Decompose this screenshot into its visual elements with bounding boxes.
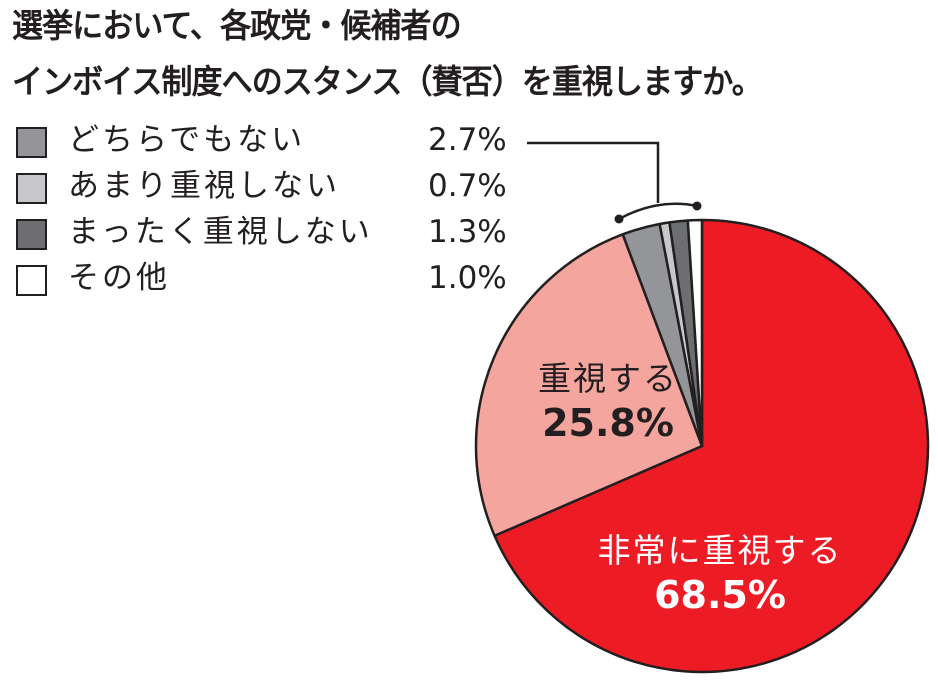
pie-label-name: 重視する [538, 359, 678, 398]
pie-label-very-important: 非常に重視する 68.5% [560, 530, 880, 618]
bracket-arc [618, 202, 698, 221]
pie-label-value: 68.5% [654, 573, 786, 617]
legend-item-other: その他 1.0% [16, 260, 507, 298]
pie-label-value: 25.8% [542, 401, 674, 445]
bracket-dot-right [692, 201, 702, 211]
leader-line [527, 141, 660, 203]
legend-item-not-at-all: まったく重視しない 1.3% [16, 214, 507, 252]
legend-value: 1.0% [428, 260, 507, 296]
pie-slice [493, 218, 930, 674]
bracket-dot-left [614, 214, 624, 224]
legend-value: 0.7% [428, 168, 507, 204]
legend-item-neither: どちらでもない 2.7% [16, 122, 507, 160]
legend-swatch [16, 126, 47, 158]
pie-label-important: 重視する 25.8% [490, 358, 726, 446]
title-line-2: インボイス制度へのスタンス（賛否）を重視しますか。 [12, 62, 763, 101]
pie-label-name: 非常に重視する [597, 531, 843, 570]
legend-swatch [16, 218, 47, 250]
legend-swatch [16, 172, 47, 204]
legend-label: あまり重視しない [68, 168, 340, 204]
legend-label: どちらでもない [68, 122, 306, 158]
legend-value: 2.7% [428, 122, 507, 158]
pie-slices [474, 218, 930, 674]
title-line-1: 選挙において、各政党・候補者の [12, 6, 462, 45]
legend-item-not-very: あまり重視しない 0.7% [16, 168, 507, 206]
pie-slice [686, 218, 704, 448]
legend-label: まったく重視しない [68, 214, 373, 250]
legend-swatch [16, 264, 47, 296]
pie-slice [474, 233, 704, 538]
legend-label: その他 [68, 260, 170, 296]
legend-value: 1.3% [428, 214, 507, 250]
